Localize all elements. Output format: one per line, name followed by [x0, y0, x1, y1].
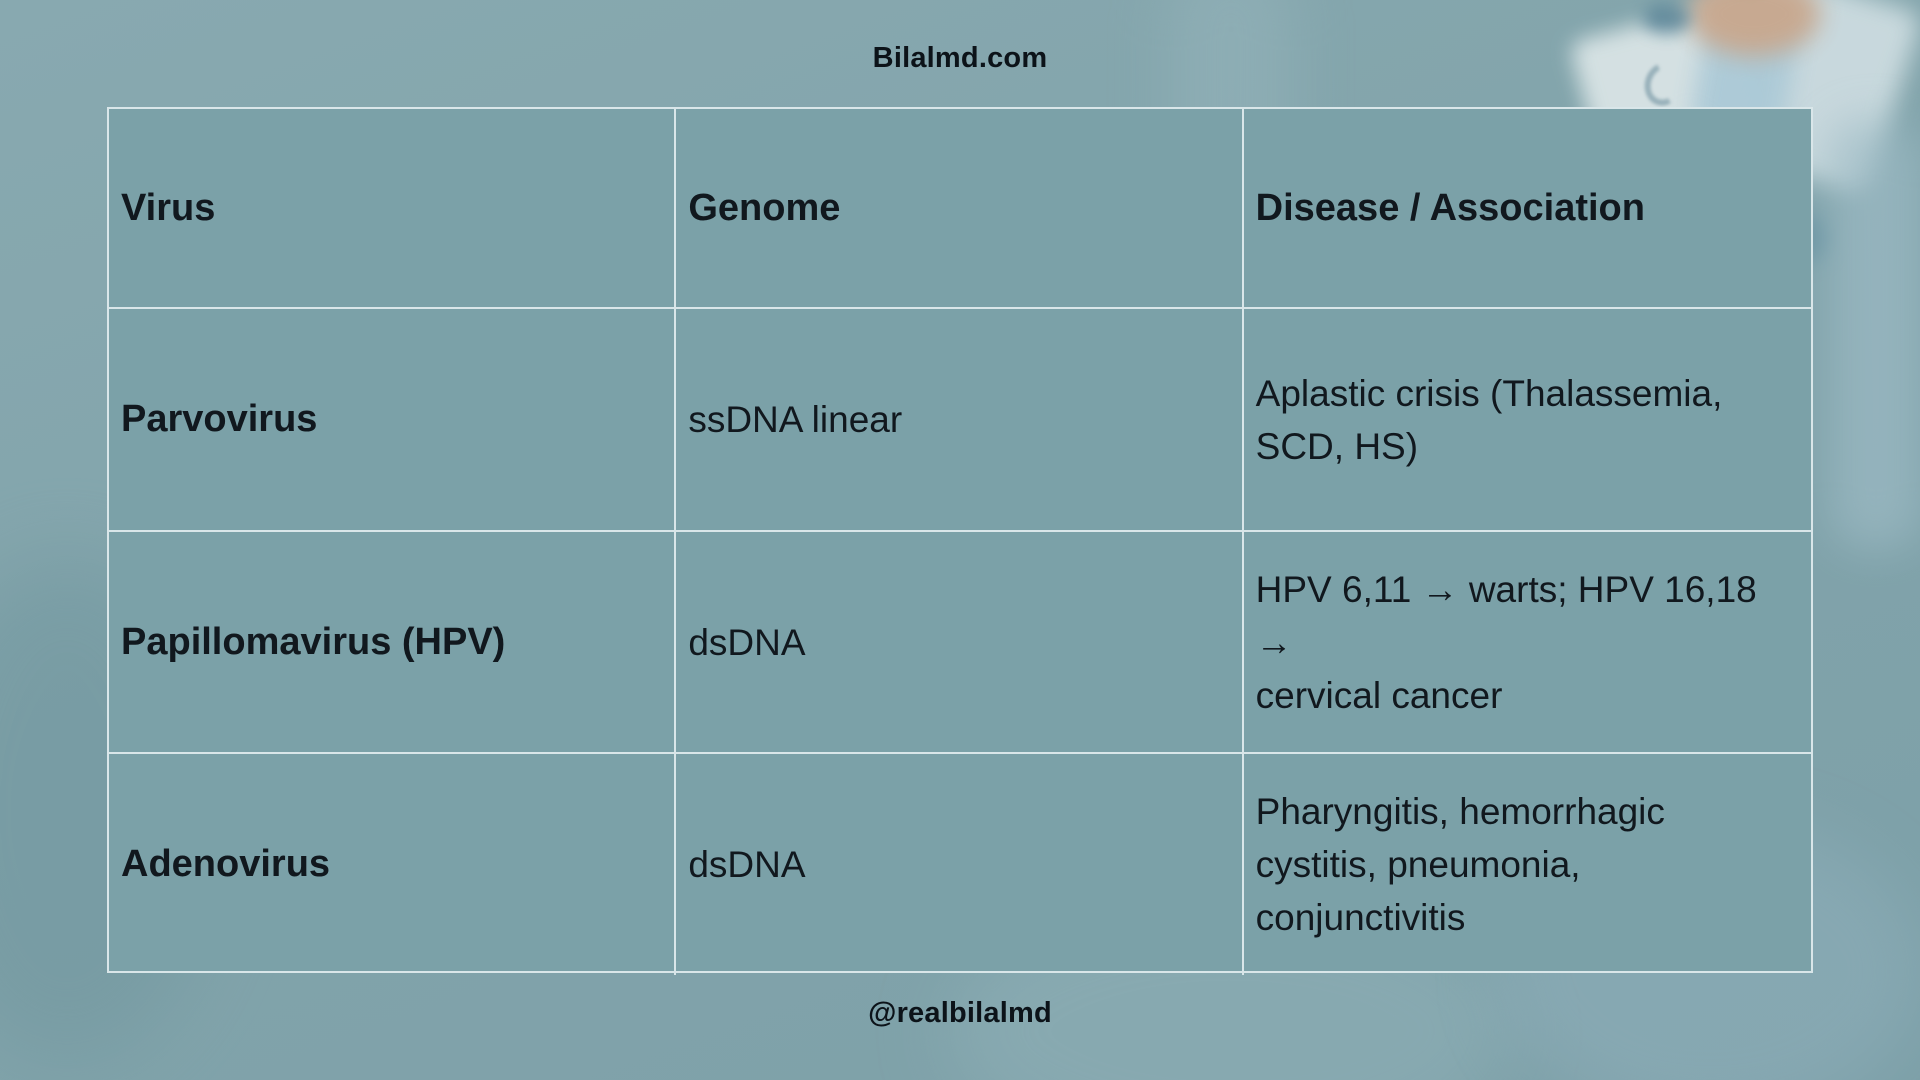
virus-genome-table: Virus Genome Disease / Association Parvo…	[107, 107, 1813, 975]
stethoscope-shadow-blur	[1643, 4, 1691, 34]
table-row-virus-cell: Papillomavirus (HPV)	[109, 532, 677, 754]
table-row-genome-cell: dsDNA	[676, 754, 1244, 975]
table-row-disease-cell: Aplastic crisis (Thalassemia, SCD, HS)	[1243, 309, 1811, 532]
table-row-virus-cell: Parvovirus	[109, 309, 677, 532]
column-header-genome: Genome	[676, 109, 1244, 309]
social-handle: @realbilalmd	[868, 997, 1052, 1029]
column-header-virus: Virus	[109, 109, 677, 309]
photo-light-band	[1828, 120, 1920, 550]
column-header-disease: Disease / Association	[1243, 109, 1811, 309]
table-row-genome-cell: ssDNA linear	[676, 309, 1244, 532]
table-row-disease-cell: Pharyngitis, hemorrhagic cystitis, pneum…	[1255, 791, 1665, 938]
table-row-disease-cell: HPV 6,11 → warts; HPV 16,18 → cervical c…	[1243, 532, 1811, 754]
site-title: Bilalmd.com	[872, 42, 1048, 74]
table-row-genome-cell: dsDNA	[676, 532, 1244, 754]
table-row-virus-cell: Adenovirus	[109, 754, 677, 975]
